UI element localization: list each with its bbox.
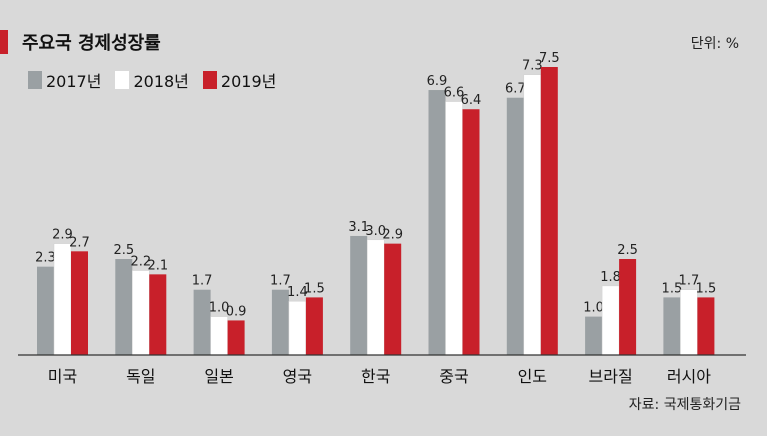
chart-title: 주요국 경제성장률 [22, 33, 161, 54]
value-label-2-1: 1.0 [209, 301, 230, 316]
bar-8-1 [680, 289, 698, 356]
bar-4-2 [384, 243, 402, 355]
value-label-0-1: 2.9 [52, 228, 73, 243]
legend-label-2017: 2017년 [46, 72, 102, 91]
value-label-1-2: 2.1 [147, 258, 168, 273]
value-label-7-2: 2.5 [617, 243, 638, 258]
bar-8-0 [663, 297, 681, 355]
bar-4-1 [366, 239, 385, 356]
value-label-7-0: 1.0 [583, 301, 604, 316]
bar-5-1 [445, 101, 463, 356]
value-label-3-1: 1.4 [287, 285, 308, 300]
category-label-7: 브라질 [589, 367, 633, 386]
bar-3-2 [305, 297, 323, 355]
category-label-2: 일본 [204, 367, 233, 386]
value-label-8-2: 1.5 [696, 281, 717, 296]
legend-item-2018: 2018년 [115, 68, 189, 92]
value-label-3-0: 1.7 [270, 274, 291, 289]
bar-3-1 [288, 300, 307, 356]
source-note: 자료: 국제통화기금 [628, 397, 741, 413]
value-label-0-0: 2.3 [35, 251, 56, 266]
unit-label: 단위: % [690, 36, 739, 52]
value-label-5-2: 6.4 [461, 93, 482, 108]
bar-0-0 [37, 266, 54, 355]
bar-6-2 [540, 67, 558, 355]
bar-0-2 [71, 251, 88, 355]
legend-swatch-2017 [28, 71, 42, 89]
bar-2-0 [193, 289, 211, 355]
legend-item-2017: 2017년 [28, 68, 101, 92]
bar-3-0 [271, 289, 289, 355]
value-label-2-2: 0.9 [226, 304, 247, 319]
value-label-1-0: 2.5 [113, 243, 134, 258]
bar-7-0 [585, 316, 603, 355]
bar-6-0 [506, 97, 524, 355]
value-label-0-2: 2.7 [69, 235, 90, 250]
legend-swatch-2018 [115, 71, 130, 89]
value-label-6-1: 7.3 [522, 59, 543, 74]
category-label-1: 독일 [126, 367, 155, 386]
title-accent-bar [0, 30, 8, 54]
legend-label-2018: 2018년 [133, 72, 189, 91]
value-label-4-2: 2.9 [382, 228, 403, 243]
value-label-3-2: 1.5 [304, 281, 325, 296]
value-label-6-0: 6.7 [505, 82, 526, 97]
value-label-4-0: 3.1 [348, 220, 369, 235]
value-label-8-0: 1.5 [662, 281, 683, 296]
value-label-5-1: 6.6 [444, 86, 465, 101]
bar-1-2 [149, 274, 167, 355]
bar-1-1 [132, 270, 150, 356]
category-label-8: 러시아 [667, 367, 711, 386]
value-label-1-1: 2.2 [130, 255, 151, 270]
bar-5-2 [462, 109, 480, 356]
category-label-0: 미국 [48, 367, 77, 386]
value-label-5-0: 6.9 [427, 74, 448, 89]
legend-item-2019: 2019년 [202, 68, 277, 92]
bar-8-2 [697, 297, 715, 355]
bar-7-2 [619, 259, 637, 355]
legend: 2017년 2018년 2019년 [28, 68, 276, 92]
category-label-4: 한국 [361, 367, 390, 386]
value-label-4-1: 3.0 [365, 224, 386, 239]
bar-7-1 [601, 285, 620, 356]
value-label-8-1: 1.7 [679, 274, 700, 289]
category-label-6: 인도 [518, 367, 547, 386]
bar-2-1 [210, 316, 228, 356]
category-label-5: 중국 [439, 367, 468, 386]
value-label-6-2: 7.5 [539, 51, 560, 66]
bar-5-0 [428, 90, 446, 355]
value-label-2-0: 1.7 [192, 274, 213, 289]
bar-0-1 [53, 243, 72, 356]
bar-4-0 [350, 235, 368, 355]
legend-label-2019: 2019년 [220, 72, 277, 91]
value-label-7-1: 1.8 [600, 270, 621, 285]
bar-1-0 [115, 259, 133, 355]
legend-swatch-2019 [202, 71, 217, 89]
bar-6-1 [523, 74, 542, 356]
category-label-3: 영국 [283, 367, 312, 386]
bar-2-2 [227, 320, 245, 355]
